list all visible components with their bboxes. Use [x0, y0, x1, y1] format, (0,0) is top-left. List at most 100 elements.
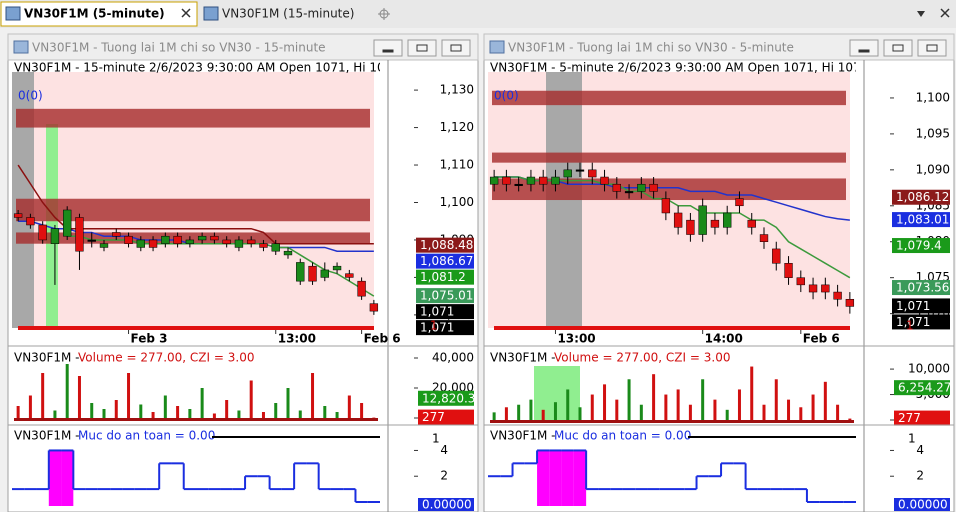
zone: [16, 232, 370, 244]
dropdown[interactable]: [917, 11, 925, 17]
x-tick-label: Feb 3: [131, 332, 168, 346]
volume-bar: [603, 384, 607, 420]
volume-bar: [151, 412, 155, 418]
y-tick-label: 1,130: [440, 83, 474, 97]
peak-highlight: [573, 450, 587, 506]
tab-active[interactable]: [0, 1, 198, 27]
candle-body: [673, 212, 683, 228]
candle-body: [723, 212, 732, 228]
candle-body: [661, 198, 671, 214]
price-label: 1,088.48: [420, 238, 473, 252]
volume-bar: [848, 418, 852, 420]
candle-body: [296, 262, 305, 282]
candle-body: [222, 239, 231, 244]
volume-bar: [347, 395, 351, 418]
candle-body: [698, 205, 707, 235]
volume-bar: [529, 399, 533, 420]
candle-body: [624, 191, 634, 194]
pane-title: VN30F1M -: [14, 429, 80, 443]
button-glyph: [858, 49, 870, 53]
price-label: 1,071: [420, 321, 454, 335]
volume-bar: [725, 409, 729, 420]
volume-bar: [639, 404, 643, 420]
volume-bar: [200, 388, 204, 418]
value-label: 277: [898, 411, 921, 425]
price-label-box: [416, 288, 474, 304]
chart-header: VN30F1M - 5-minute 2/6/2023 9:30:00 AM O…: [490, 61, 924, 75]
window-icon: [489, 40, 505, 54]
price-label: 1,073.56: [896, 281, 949, 295]
candle-body: [112, 232, 121, 237]
candle-body: [124, 235, 133, 244]
candle-body: [283, 250, 293, 256]
volume-bar: [774, 379, 778, 420]
price-label: 1,086.67: [420, 254, 473, 268]
candle-body: [514, 183, 523, 186]
candle-body: [563, 169, 572, 178]
candle-body: [369, 303, 379, 312]
candle-body: [332, 265, 342, 271]
y-tick-label: 4: [916, 443, 924, 457]
volume-bar: [65, 364, 69, 418]
tab-close[interactable]: [181, 8, 191, 18]
volume-base: [14, 418, 378, 421]
y-tick-label: 40,000: [432, 351, 474, 365]
close-button[interactable]: [441, 39, 471, 57]
button-glyph: [892, 44, 904, 52]
maximize-button[interactable]: [407, 39, 437, 57]
volume-bar: [114, 400, 118, 418]
tab-label[interactable]: VN30F1M (5-minute): [24, 7, 165, 21]
pane-title-value: Muc do an toan = 0.00: [554, 429, 691, 443]
value-label: 277: [422, 410, 445, 424]
time-axis-strip: [494, 326, 850, 330]
candle-body: [575, 169, 585, 172]
minimize-button[interactable]: [849, 39, 879, 57]
volume-base: [490, 420, 854, 423]
minimize-button[interactable]: [373, 39, 403, 57]
window-title: VN30F1M - Tuong lai 1M chi so VN30 - 5-m…: [508, 41, 794, 55]
new-tab[interactable]: [378, 8, 390, 20]
y-tick-label: 2: [440, 469, 448, 483]
candle-body: [808, 284, 818, 293]
value-label-box: [894, 498, 950, 511]
candle-body: [784, 263, 793, 278]
volume-bar: [16, 406, 20, 418]
peak-highlight: [48, 450, 62, 506]
volume-bar: [286, 388, 290, 418]
x-tick-label: 14:00: [705, 332, 743, 346]
candle-body: [357, 280, 366, 297]
y-tick-label: 1,110: [440, 158, 474, 172]
tab-icon: [203, 6, 219, 21]
volume-bar: [676, 389, 680, 420]
candle-body: [210, 235, 219, 241]
button-glyph: [450, 44, 462, 52]
volume-bar: [836, 404, 840, 420]
price-label: 1,081.2: [420, 270, 466, 284]
value-label-box: [418, 409, 474, 425]
volume-bar: [762, 404, 766, 420]
highlight-band: [534, 366, 580, 420]
volume-bar: [360, 403, 364, 418]
tab-label[interactable]: VN30F1M (15-minute): [222, 7, 354, 21]
volume-bar: [590, 394, 594, 420]
candle-body: [588, 169, 597, 178]
volume-bar: [163, 395, 167, 418]
maximize-button[interactable]: [883, 39, 913, 57]
value-label: 12,820.3: [422, 391, 475, 405]
volume-bar: [225, 400, 229, 418]
candle-body: [75, 217, 84, 252]
close-all[interactable]: [940, 8, 950, 18]
x-tick-label: 13:00: [278, 332, 316, 346]
candle-body: [821, 284, 830, 293]
x-tick-label: Feb 6: [803, 332, 840, 346]
y-tick-label: 2: [916, 469, 924, 483]
close-button[interactable]: [917, 39, 947, 57]
button-glyph: [382, 49, 394, 53]
candle-body: [502, 176, 511, 185]
candle-body: [489, 176, 499, 185]
volume-bar: [274, 403, 278, 418]
y-tick-label: 1,090: [916, 162, 950, 176]
volume-bar: [261, 412, 265, 418]
value-label: 0.00000: [422, 498, 472, 512]
